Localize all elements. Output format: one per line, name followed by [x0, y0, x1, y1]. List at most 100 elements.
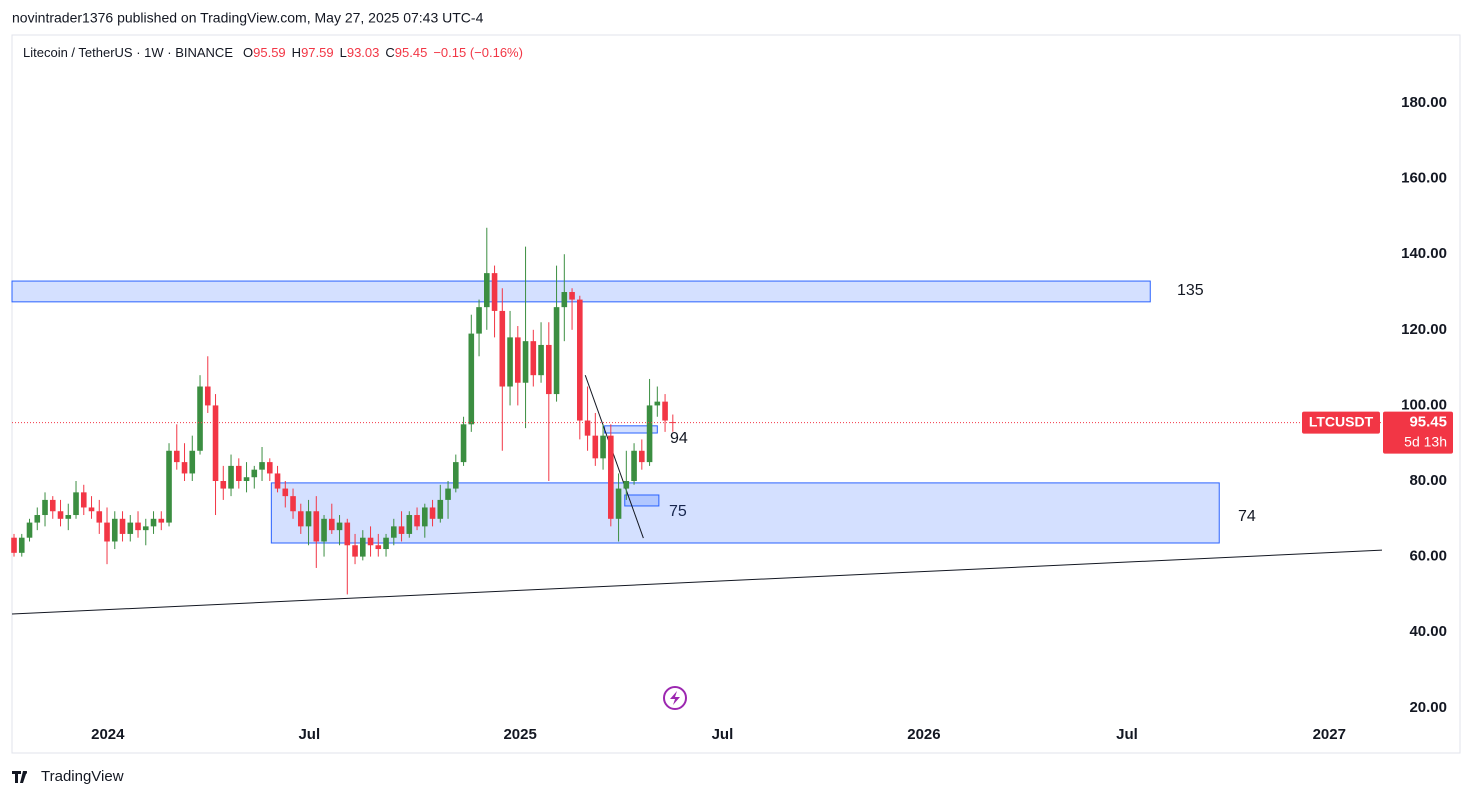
- x-tick-label: 2025: [503, 726, 536, 743]
- candle-body: [639, 450, 645, 463]
- candle-body: [569, 292, 575, 300]
- candle-body: [406, 515, 413, 534]
- zone: [270, 482, 1220, 544]
- candle-body: [321, 518, 327, 542]
- candle-body: [421, 507, 428, 527]
- candle-body: [65, 515, 72, 519]
- candle-body: [631, 450, 637, 482]
- candle-body: [34, 515, 41, 523]
- candle-body: [507, 337, 513, 387]
- candle-body: [313, 511, 320, 542]
- candle-body: [150, 518, 157, 527]
- y-tick-label: 120.00: [1401, 321, 1447, 338]
- y-tick-label: 100.00: [1401, 396, 1447, 413]
- x-tick-label: Jul: [298, 726, 320, 743]
- candle-body: [96, 511, 103, 523]
- candle-body: [57, 511, 64, 519]
- candle-body: [499, 310, 506, 387]
- candle-body: [608, 435, 614, 519]
- candle-body: [538, 344, 544, 376]
- symbol-label: LTCUSDT: [1309, 413, 1374, 429]
- candle-body: [243, 477, 250, 482]
- zone: [11, 280, 1151, 303]
- candle-body: [352, 545, 358, 557]
- candle-body: [460, 424, 467, 463]
- x-tick-label: Jul: [712, 726, 734, 743]
- candle-body: [80, 492, 87, 508]
- h-letter: H: [292, 45, 301, 60]
- h-value: 97.59: [301, 45, 334, 60]
- candle-body: [600, 435, 606, 459]
- candle-body: [437, 499, 444, 519]
- legend: Litecoin / TetherUS · 1W · BINANCE O95.59…: [23, 45, 523, 60]
- candle-body: [135, 522, 141, 531]
- candle-body: [515, 337, 521, 383]
- candle-body: [204, 386, 211, 406]
- candle-body: [266, 462, 273, 474]
- candle-body: [259, 462, 265, 470]
- candle-body: [274, 473, 281, 489]
- candle-body: [119, 518, 126, 534]
- candle-body: [553, 307, 560, 395]
- annotation: 75: [669, 503, 687, 520]
- zone: [624, 494, 660, 507]
- candle-body: [398, 526, 405, 534]
- x-tick-label: Jul: [1116, 726, 1138, 743]
- l-letter: L: [340, 45, 347, 60]
- annotation: 94: [670, 430, 688, 447]
- candle-body: [445, 488, 451, 500]
- candle-body: [173, 450, 180, 463]
- candle-body: [359, 537, 366, 557]
- candle-body: [73, 492, 79, 516]
- y-tick-label: 40.00: [1409, 623, 1447, 640]
- o-letter: O: [243, 45, 253, 60]
- l-value: 93.03: [347, 45, 380, 60]
- y-tick-label: 20.00: [1409, 699, 1447, 716]
- candle-body: [88, 507, 95, 512]
- brand: TradingView: [41, 768, 124, 785]
- candle-body: [158, 518, 165, 523]
- candle-body: [235, 465, 242, 482]
- candle-body: [383, 537, 389, 550]
- candle-body: [290, 496, 296, 512]
- candle-body: [344, 522, 351, 546]
- candle-body: [104, 522, 110, 542]
- candle-body: [26, 522, 33, 538]
- candle-body: [251, 469, 258, 478]
- x-tick-label: 2026: [907, 726, 940, 743]
- candle-body: [336, 522, 343, 531]
- candle-body: [584, 420, 591, 436]
- candle-body: [484, 273, 490, 308]
- y-tick-label: 140.00: [1401, 245, 1447, 262]
- price-tag: [1383, 411, 1453, 454]
- x-tick-label: 2027: [1313, 726, 1346, 743]
- snapshot-icon: [663, 686, 687, 710]
- trend-line: [11, 549, 1383, 615]
- candle-body: [18, 537, 25, 553]
- trend-line: [584, 375, 644, 539]
- candle-body: [142, 526, 149, 531]
- candle-body: [212, 405, 219, 482]
- candle-body: [646, 405, 653, 463]
- candle-body: [522, 341, 529, 383]
- y-tick-label: 160.00: [1401, 170, 1447, 187]
- annotation: 74: [1238, 508, 1256, 525]
- candle-body: [577, 299, 583, 421]
- candle-body: [623, 481, 630, 489]
- candle-body: [375, 545, 382, 550]
- x-tick-label: 2024: [91, 726, 125, 743]
- candle-body: [328, 518, 335, 531]
- candle-body: [11, 537, 17, 553]
- annotation: 135: [1177, 282, 1204, 299]
- candle-body: [220, 481, 227, 489]
- candle-body: [615, 488, 622, 519]
- plot: 20.00 40.00 60.00 80.00 100.00 120.00 140.00 16…: [11, 94, 1453, 743]
- candle-body: [166, 450, 172, 523]
- candle-body: [181, 462, 188, 474]
- candle-body: [297, 511, 304, 527]
- candle-body: [197, 386, 203, 451]
- candle-body: [111, 518, 118, 542]
- candle-body: [476, 307, 482, 334]
